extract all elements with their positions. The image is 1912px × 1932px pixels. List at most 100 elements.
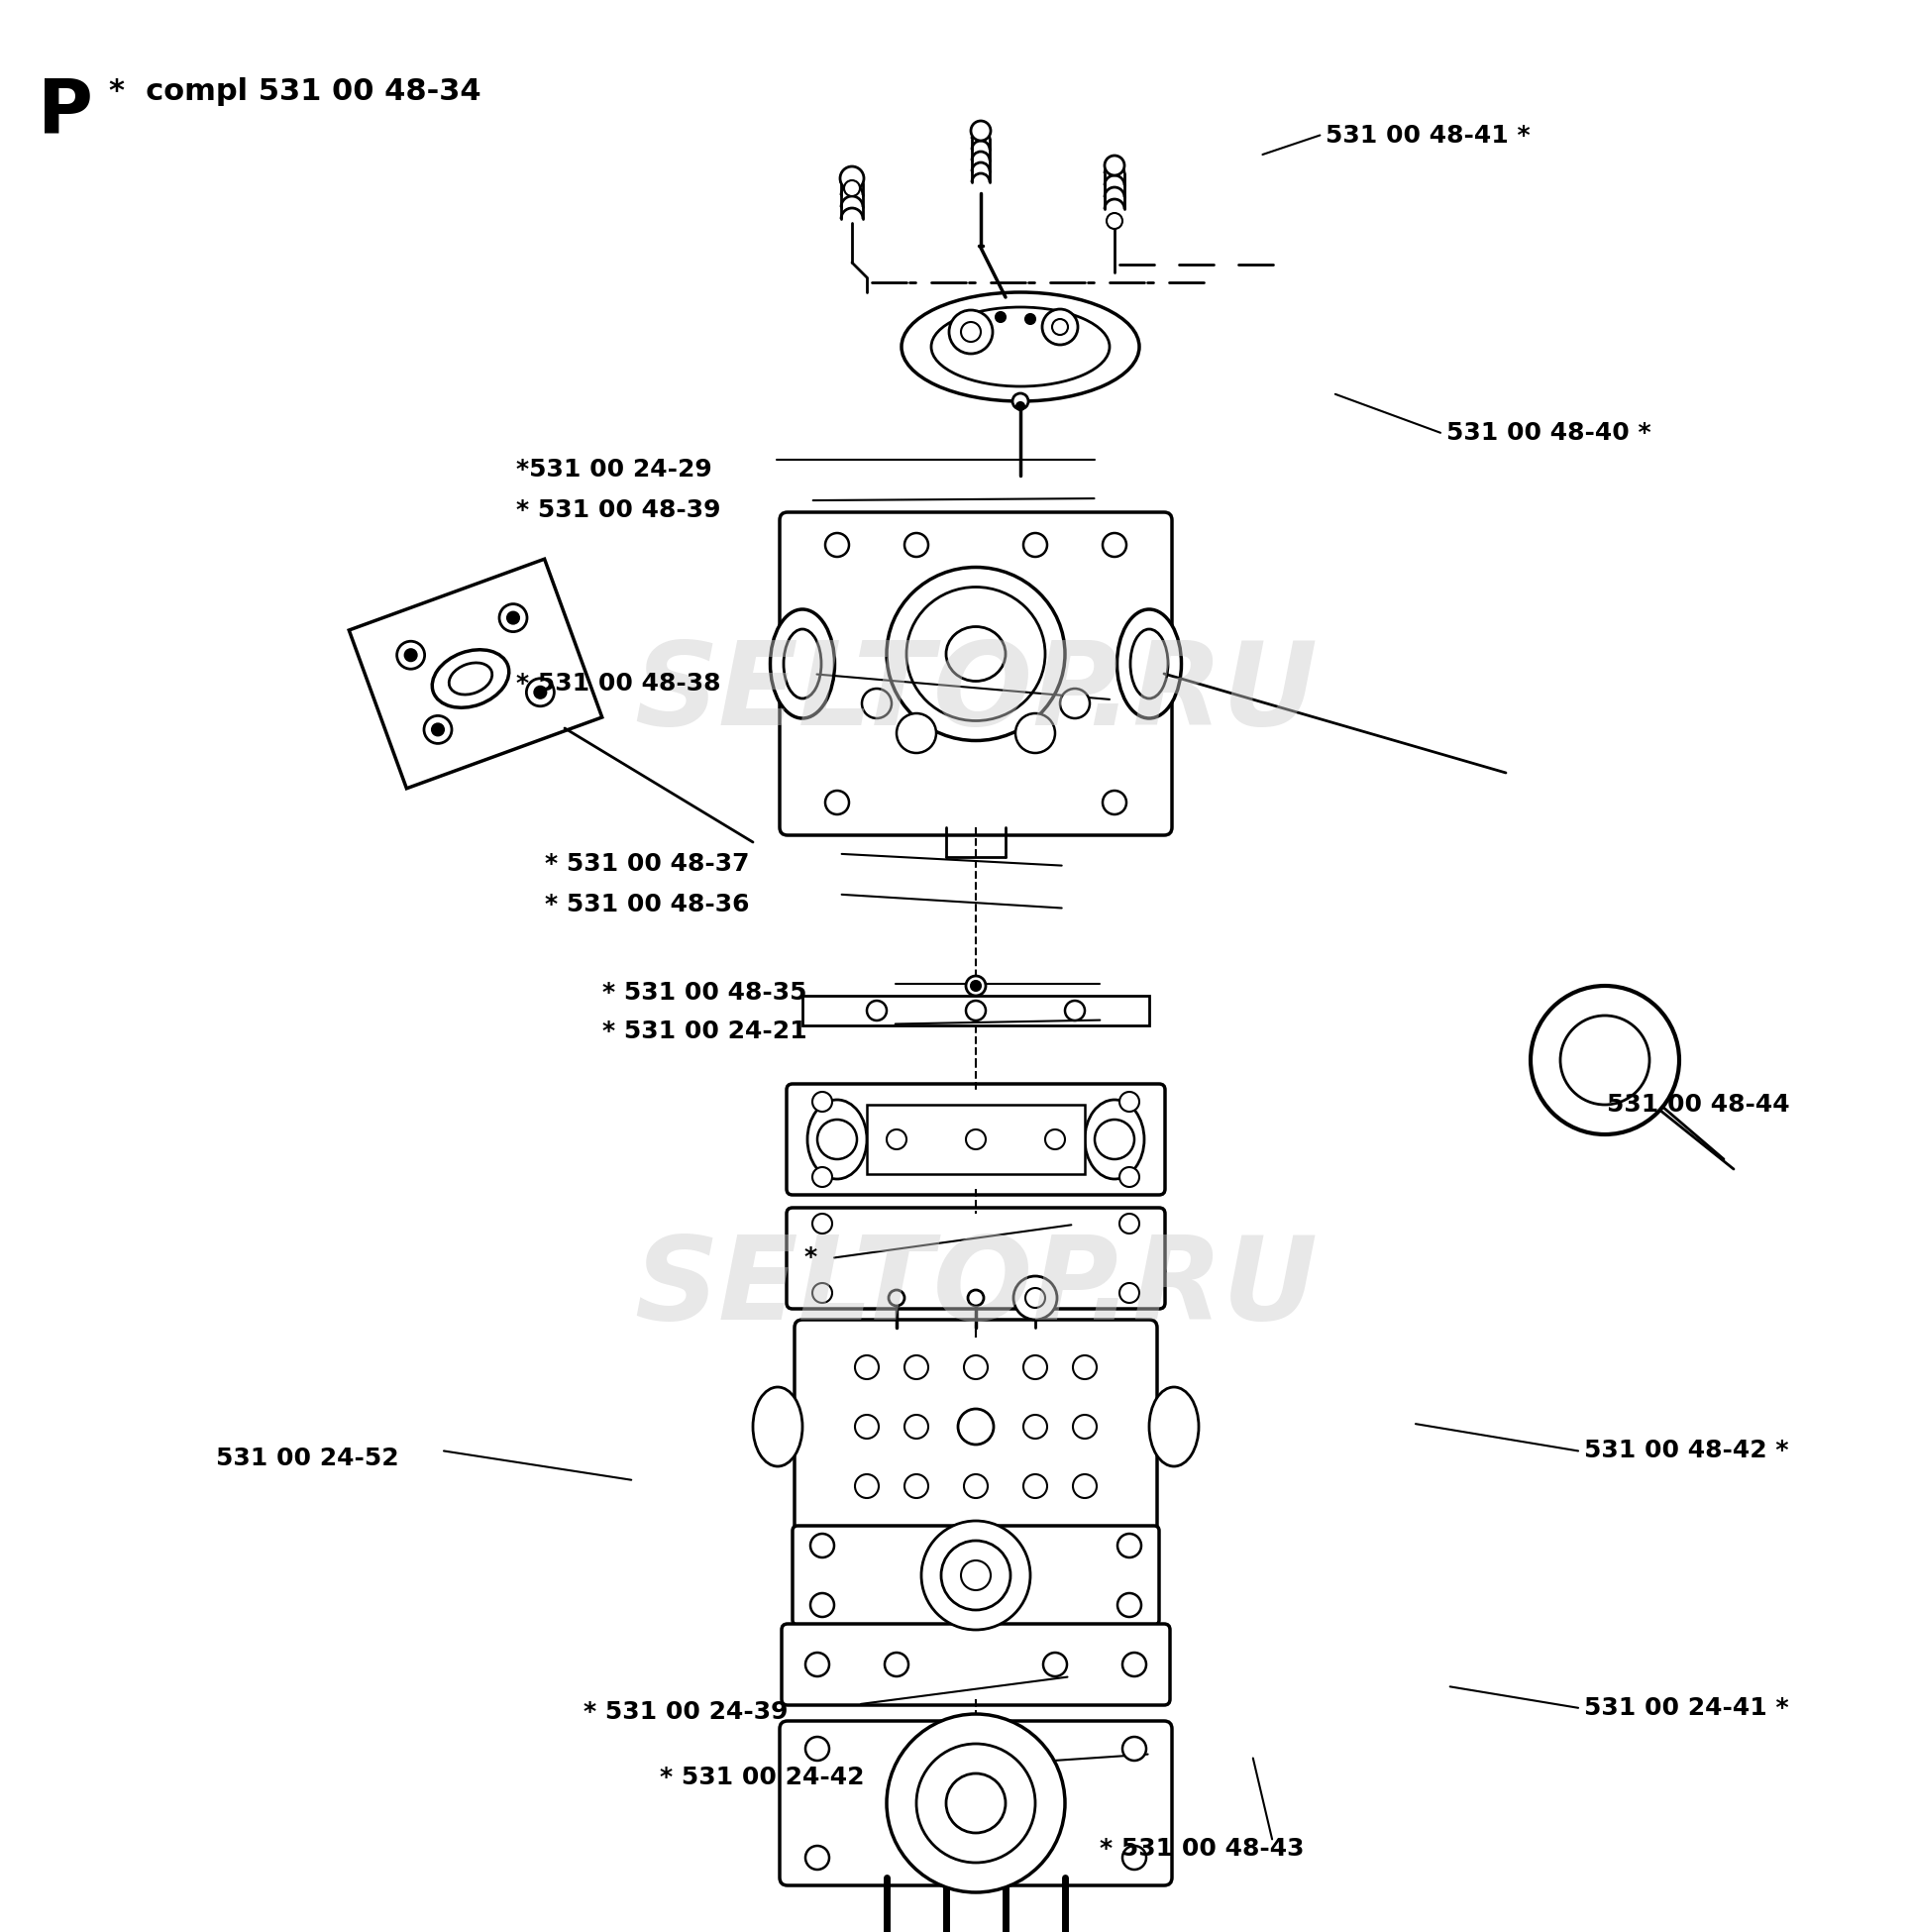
Circle shape: [526, 678, 554, 707]
Text: * 531 00 48-37: * 531 00 48-37: [545, 852, 750, 875]
Text: * 531 00 48-38: * 531 00 48-38: [516, 672, 721, 696]
Circle shape: [960, 323, 981, 342]
Circle shape: [1101, 790, 1126, 815]
Circle shape: [958, 1408, 992, 1445]
Circle shape: [971, 122, 990, 141]
Ellipse shape: [1149, 1387, 1199, 1466]
Circle shape: [1560, 1016, 1648, 1105]
Circle shape: [1119, 1092, 1140, 1111]
Circle shape: [971, 981, 981, 991]
Circle shape: [1122, 1845, 1145, 1870]
Ellipse shape: [901, 292, 1140, 402]
Circle shape: [904, 1356, 927, 1379]
Circle shape: [948, 311, 992, 354]
Circle shape: [922, 1520, 1031, 1631]
Circle shape: [1094, 1119, 1134, 1159]
Circle shape: [855, 1414, 878, 1439]
Text: SELTOP.RU: SELTOP.RU: [633, 1231, 1317, 1345]
Circle shape: [1530, 985, 1679, 1134]
Circle shape: [1044, 1130, 1065, 1150]
Circle shape: [1065, 1001, 1084, 1020]
Circle shape: [1119, 1213, 1140, 1233]
Circle shape: [1059, 688, 1090, 719]
Circle shape: [1073, 1414, 1096, 1439]
Text: 531 00 24-41 *: 531 00 24-41 *: [1583, 1696, 1788, 1719]
Circle shape: [889, 1291, 904, 1306]
Circle shape: [967, 1291, 983, 1306]
Circle shape: [1023, 1414, 1046, 1439]
Circle shape: [1103, 156, 1124, 176]
Ellipse shape: [906, 587, 1044, 721]
Text: *  compl 531 00 48-34: * compl 531 00 48-34: [109, 77, 480, 106]
Circle shape: [805, 1845, 828, 1870]
Circle shape: [885, 1130, 906, 1150]
FancyBboxPatch shape: [786, 1084, 1164, 1194]
Ellipse shape: [807, 1099, 866, 1179]
Ellipse shape: [784, 630, 820, 699]
Circle shape: [405, 649, 417, 661]
Circle shape: [904, 1414, 927, 1439]
Circle shape: [811, 1534, 834, 1557]
FancyBboxPatch shape: [780, 1721, 1172, 1886]
Circle shape: [1119, 1167, 1140, 1186]
Circle shape: [1023, 533, 1046, 556]
Circle shape: [507, 612, 518, 624]
Text: P: P: [38, 73, 94, 147]
Text: 531 00 24-52: 531 00 24-52: [216, 1447, 400, 1470]
Text: 531 00 48-41 *: 531 00 48-41 *: [1325, 124, 1530, 147]
Ellipse shape: [1117, 609, 1182, 719]
Text: * 531 00 24-42: * 531 00 24-42: [660, 1766, 864, 1789]
Circle shape: [1105, 213, 1122, 228]
Circle shape: [964, 1474, 987, 1497]
Circle shape: [1122, 1737, 1145, 1760]
Ellipse shape: [931, 307, 1109, 386]
Circle shape: [813, 1167, 832, 1186]
Circle shape: [916, 1745, 1034, 1862]
Text: *: *: [803, 1246, 816, 1269]
Bar: [801, 995, 1149, 1026]
Circle shape: [811, 1594, 834, 1617]
Circle shape: [1117, 1534, 1141, 1557]
Circle shape: [813, 1213, 832, 1233]
Ellipse shape: [1130, 630, 1168, 699]
Circle shape: [966, 1001, 985, 1020]
Circle shape: [941, 1540, 1010, 1609]
Circle shape: [424, 715, 451, 744]
Circle shape: [960, 1561, 990, 1590]
Text: SELTOP.RU: SELTOP.RU: [633, 636, 1317, 750]
Text: * 531 00 24-39: * 531 00 24-39: [583, 1700, 788, 1723]
Circle shape: [432, 724, 444, 736]
Circle shape: [813, 1092, 832, 1111]
Circle shape: [1023, 1474, 1046, 1497]
FancyBboxPatch shape: [780, 512, 1172, 835]
Text: * 531 00 48-35: * 531 00 48-35: [602, 981, 807, 1005]
FancyBboxPatch shape: [792, 1526, 1159, 1625]
Text: 531 00 48-40 *: 531 00 48-40 *: [1445, 421, 1650, 444]
Circle shape: [1119, 1283, 1140, 1302]
Ellipse shape: [1084, 1099, 1143, 1179]
Circle shape: [966, 976, 985, 995]
Circle shape: [839, 166, 864, 189]
Circle shape: [805, 1737, 828, 1760]
Text: * 531 00 48-36: * 531 00 48-36: [545, 893, 750, 916]
Circle shape: [499, 605, 528, 632]
Circle shape: [1011, 394, 1029, 410]
Ellipse shape: [885, 568, 1065, 740]
Bar: [866, 1105, 1084, 1175]
Text: * 531 00 48-39: * 531 00 48-39: [516, 498, 721, 522]
Ellipse shape: [432, 649, 509, 707]
Circle shape: [1052, 319, 1067, 334]
Circle shape: [1042, 309, 1076, 344]
Circle shape: [816, 1119, 857, 1159]
Circle shape: [862, 688, 891, 719]
Ellipse shape: [771, 609, 834, 719]
Circle shape: [1122, 1652, 1145, 1677]
Ellipse shape: [753, 1387, 801, 1466]
Circle shape: [1042, 1652, 1067, 1677]
Circle shape: [1015, 402, 1023, 410]
FancyBboxPatch shape: [786, 1208, 1164, 1308]
Circle shape: [1025, 1289, 1044, 1308]
Circle shape: [904, 533, 927, 556]
Circle shape: [1117, 1594, 1141, 1617]
Circle shape: [964, 1356, 987, 1379]
